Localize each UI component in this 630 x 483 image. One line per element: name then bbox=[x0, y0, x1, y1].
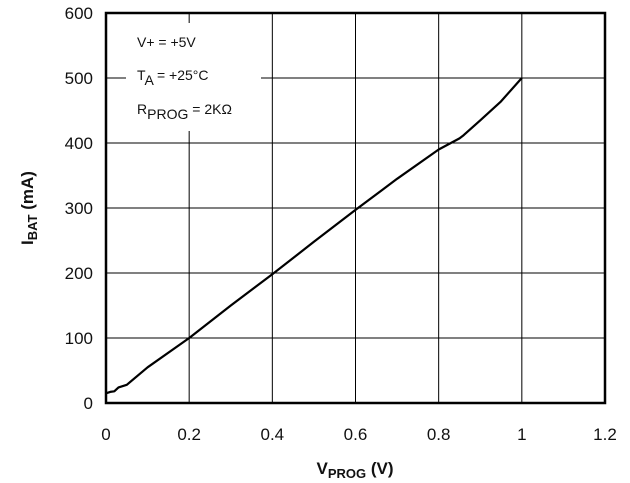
plot-frame bbox=[104, 11, 607, 405]
series-layer bbox=[105, 77, 523, 395]
annotations: V+ = +5V TA = +25°C RPROG = 2KΩ bbox=[137, 34, 232, 122]
annotation-line: RPROG = 2KΩ bbox=[137, 101, 232, 122]
x-tick-label: 0.6 bbox=[344, 425, 368, 444]
y-tick-label: 200 bbox=[65, 264, 93, 283]
y-axis-title: IBAT (mA) bbox=[18, 171, 40, 245]
x-tick-label: 0.2 bbox=[177, 425, 201, 444]
series-line bbox=[105, 77, 523, 395]
x-tick-label: 1 bbox=[517, 425, 526, 444]
y-tick-label: 300 bbox=[65, 199, 93, 218]
x-tick-label: 1.2 bbox=[593, 425, 617, 444]
x-axis-title: VPROG (V) bbox=[316, 459, 393, 481]
x-tick-label: 0 bbox=[101, 425, 110, 444]
y-tick-label: 400 bbox=[65, 134, 93, 153]
annotation-line: V+ = +5V bbox=[137, 34, 196, 50]
y-tick-label: 100 bbox=[65, 329, 93, 348]
x-tick-label: 0.4 bbox=[261, 425, 285, 444]
y-tick-label: 500 bbox=[65, 69, 93, 88]
tick-labels: 0 0.2 0.4 0.6 0.8 1 1.2 0 100 200 300 400 500 600 bbox=[65, 4, 617, 444]
y-tick-label: 600 bbox=[65, 4, 93, 23]
annotation-line: TA = +25°C bbox=[137, 67, 209, 88]
x-tick-label: 0.8 bbox=[427, 425, 451, 444]
y-tick-label: 0 bbox=[84, 394, 93, 413]
annotation-box bbox=[126, 23, 261, 131]
